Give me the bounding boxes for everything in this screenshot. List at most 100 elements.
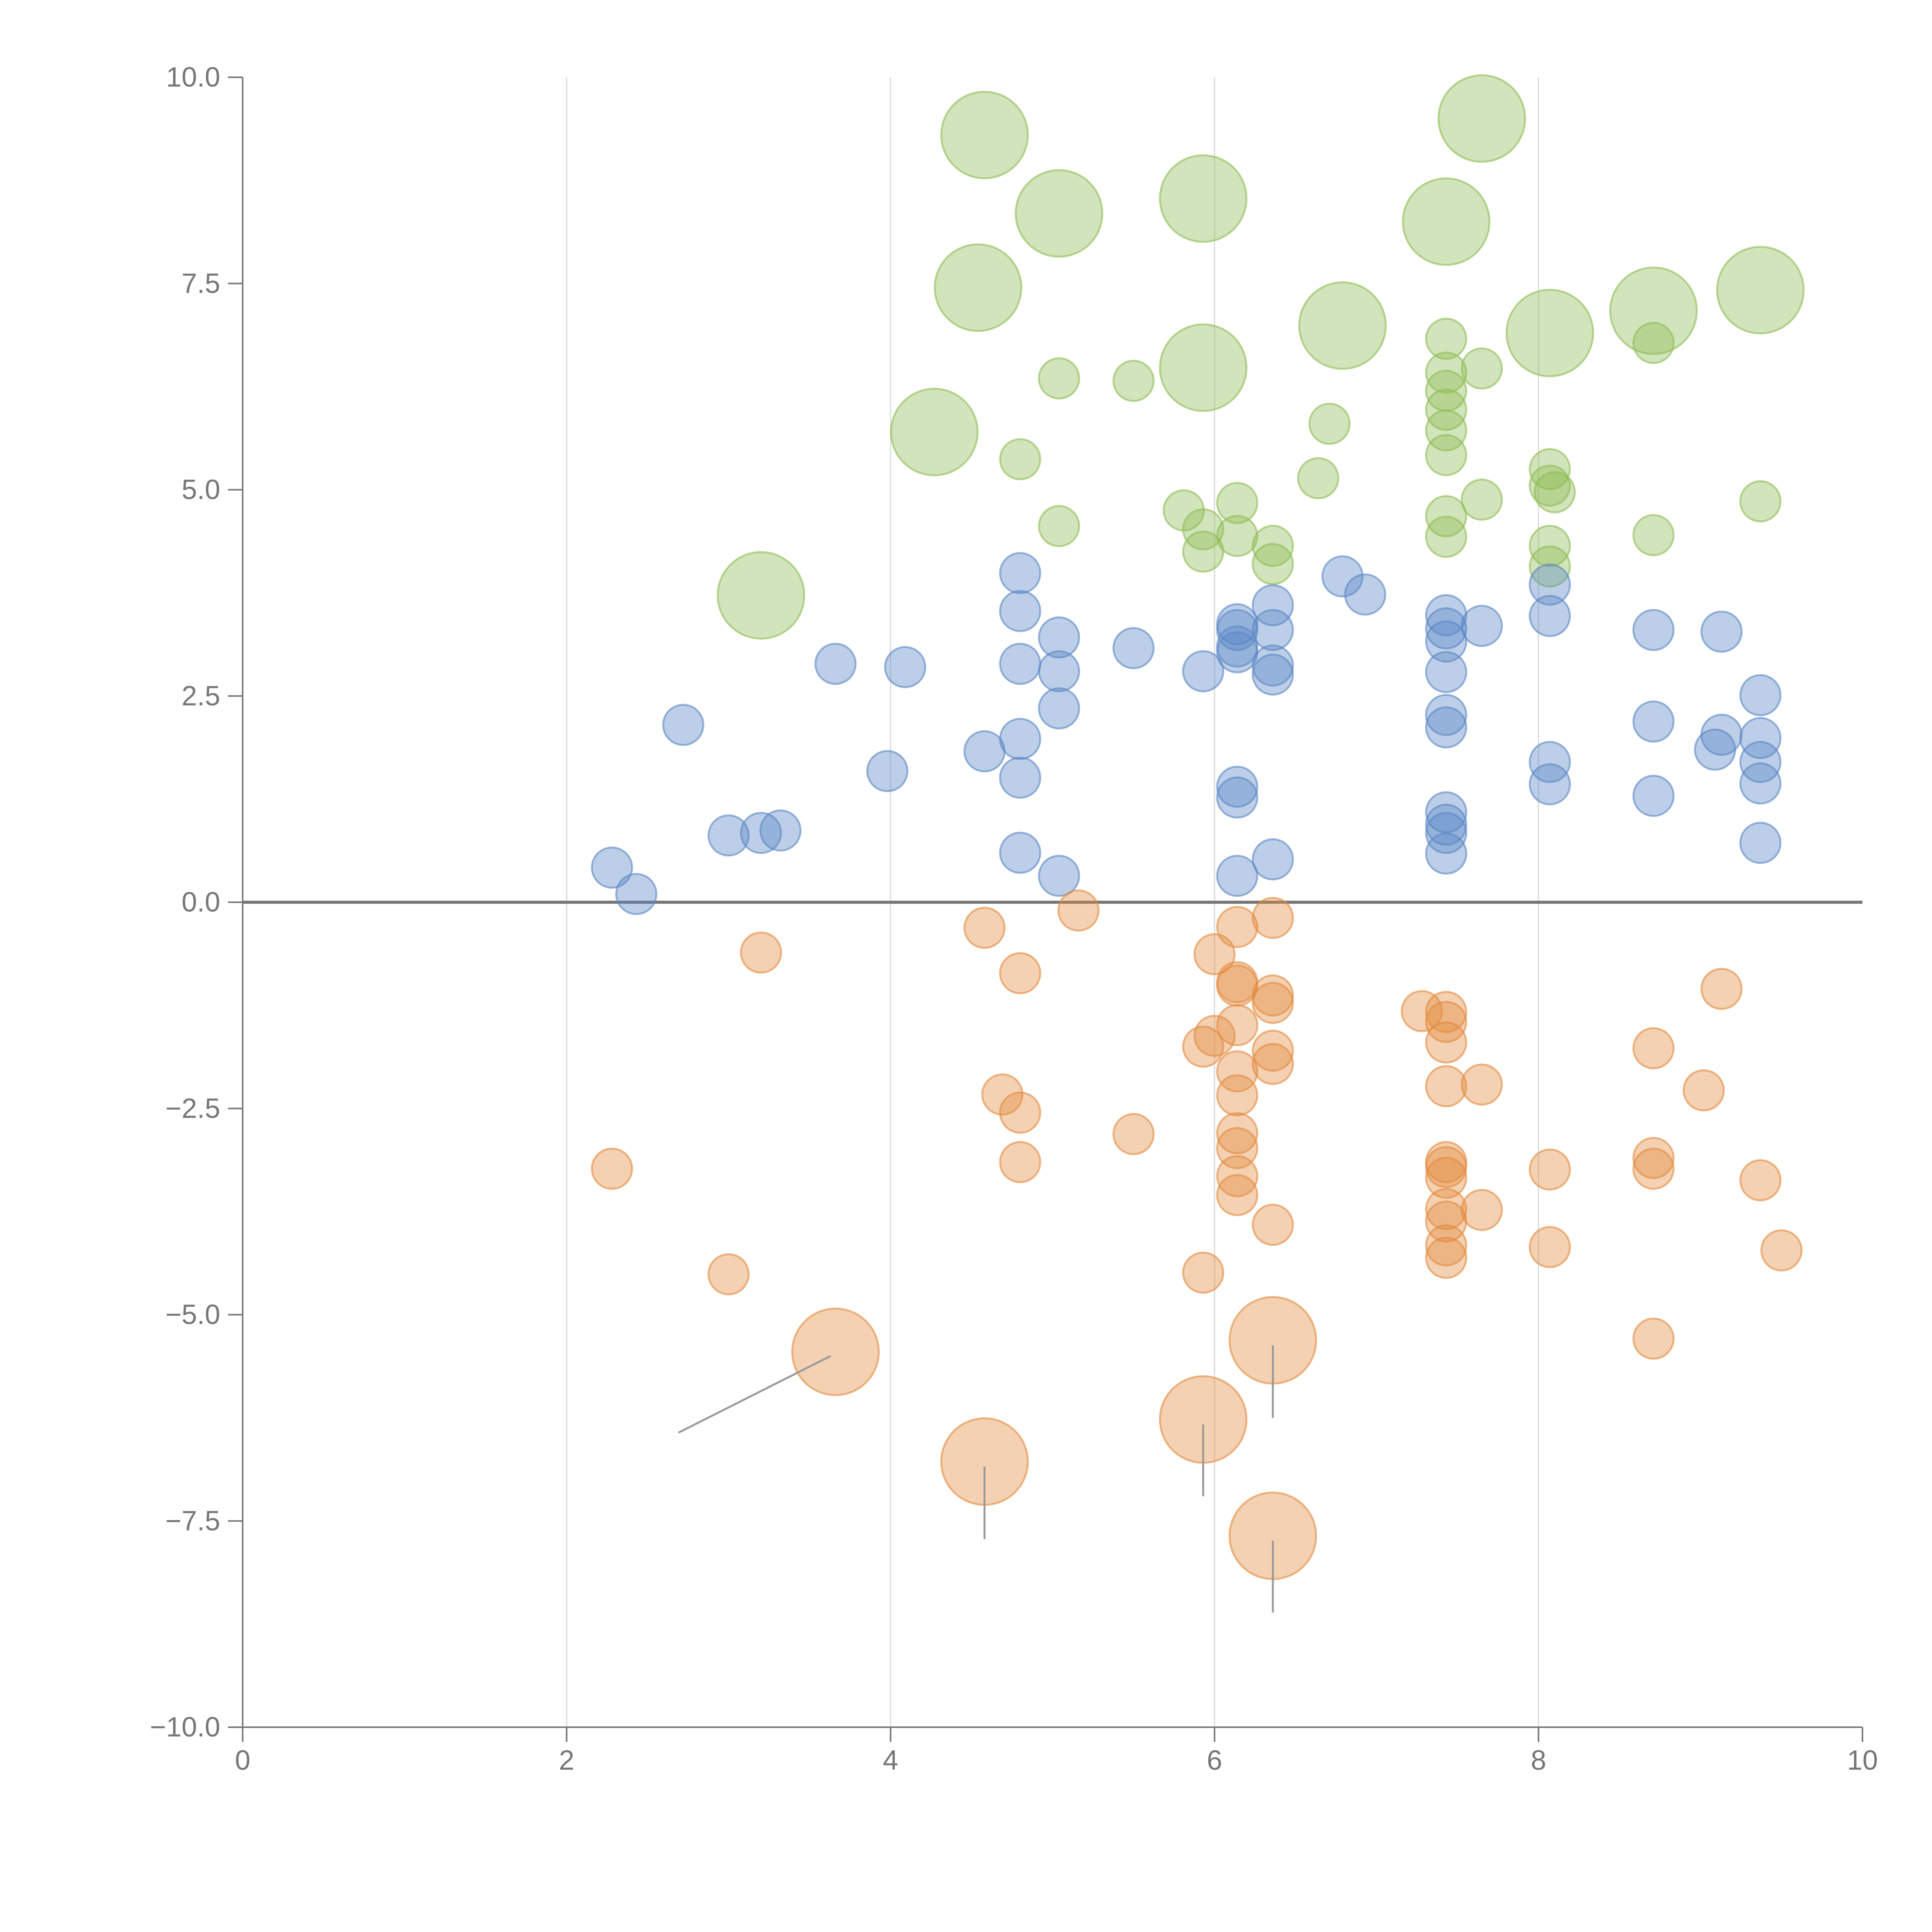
x-tick-labels: 0 2 4 6 8 10 xyxy=(235,1745,1878,1776)
orange-bubble xyxy=(963,906,1006,949)
blue-bubble xyxy=(1252,644,1294,687)
blue-bubble xyxy=(1182,650,1225,692)
blue-bubble xyxy=(1252,838,1294,881)
blue-bubble xyxy=(1216,765,1259,808)
blue-bubble xyxy=(1425,706,1468,748)
blue-bubble xyxy=(1739,741,1782,783)
orange-bubble xyxy=(1632,1317,1675,1360)
blue-bubble xyxy=(1252,609,1294,651)
green-bubble xyxy=(1252,525,1294,567)
blue-bubble xyxy=(591,846,633,889)
x-tick-label: 0 xyxy=(235,1745,250,1776)
orange-bubble xyxy=(1252,1029,1294,1072)
green-bubble xyxy=(1112,360,1155,402)
y-tick-label: −2.5 xyxy=(165,1093,220,1124)
blue-bubble xyxy=(866,750,908,793)
orange-bubble xyxy=(1252,1204,1294,1246)
orange-bubble xyxy=(981,1073,1024,1116)
green-bubble xyxy=(1298,281,1387,370)
green-bubble xyxy=(716,551,805,640)
green-bubble xyxy=(1609,266,1698,355)
blue-bubble xyxy=(707,814,750,857)
blue-bubble xyxy=(1321,555,1364,598)
x-tick-label: 2 xyxy=(559,1745,574,1776)
orange-bubble xyxy=(791,1308,880,1396)
blue-bubble xyxy=(1425,651,1468,693)
blue-bubble xyxy=(1529,595,1571,637)
orange-bubble xyxy=(1193,933,1236,976)
green-bubble xyxy=(1038,505,1080,547)
blue-bubble xyxy=(1632,700,1675,743)
blue-bubble xyxy=(1425,832,1468,875)
green-bubble xyxy=(1402,177,1491,266)
y-tick-label: 2.5 xyxy=(182,680,220,711)
green-bubble xyxy=(1461,347,1503,390)
blue-bubble xyxy=(963,730,1006,772)
orange-bubble xyxy=(1216,1050,1259,1093)
orange-bubble xyxy=(1425,1146,1468,1188)
orange-bubble xyxy=(1682,1069,1725,1112)
orange-bubble xyxy=(1216,1004,1259,1046)
green-bubble xyxy=(1252,543,1294,585)
green-bubble xyxy=(999,438,1041,481)
leader-lines-layer xyxy=(678,1345,1274,1613)
blue-bubble xyxy=(884,646,927,689)
orange-bubble xyxy=(1112,1113,1155,1155)
orange-bubble xyxy=(1760,1229,1803,1272)
blue-bubble xyxy=(1632,775,1675,817)
orange-bubble xyxy=(1216,1155,1259,1197)
orange-bubble xyxy=(1425,1156,1468,1199)
green-bubble xyxy=(1632,321,1675,364)
orange-bubble xyxy=(1401,990,1443,1032)
green-bubble xyxy=(940,90,1029,179)
orange-bubble xyxy=(1425,1236,1468,1279)
blue-bubble xyxy=(1739,674,1782,716)
orange-bubble xyxy=(999,952,1041,995)
green-bubble xyxy=(1534,471,1576,514)
orange-bubble xyxy=(1529,1148,1571,1191)
blue-bubble xyxy=(999,552,1041,594)
y-tick-label: 5.0 xyxy=(182,474,220,505)
x-tick-label: 10 xyxy=(1847,1745,1878,1776)
green-bubble xyxy=(1425,351,1468,394)
orange-bubble xyxy=(1182,1252,1225,1294)
green-bubble xyxy=(1529,545,1571,588)
blue-bubble xyxy=(999,832,1041,874)
orange-bubble xyxy=(1425,1188,1468,1230)
blue-bubble xyxy=(1344,573,1386,616)
green-bubble xyxy=(1308,403,1351,445)
green-bubble xyxy=(1425,515,1468,558)
blue-bubble xyxy=(999,757,1041,799)
blue-bubble xyxy=(1252,653,1294,696)
green-bubble xyxy=(1038,357,1080,400)
green-bubble xyxy=(1632,514,1675,556)
green-bubble xyxy=(1182,531,1225,573)
orange-bubble xyxy=(1425,1224,1468,1267)
green-bubble xyxy=(1159,323,1248,412)
orange-bubble xyxy=(1252,981,1294,1024)
blue-bubble xyxy=(1038,687,1080,730)
green-bubble xyxy=(890,388,979,476)
blue-bubble xyxy=(1739,762,1782,805)
green-bubble xyxy=(1015,169,1104,258)
orange-bubble xyxy=(1182,1026,1225,1068)
blue-bubble xyxy=(1038,616,1080,659)
blue-bubble xyxy=(1461,605,1503,647)
green-bubble xyxy=(1425,434,1468,476)
blue-bubble xyxy=(1112,627,1155,669)
orange-bubble xyxy=(1425,991,1468,1033)
green-bubble xyxy=(934,243,1022,332)
orange-bubble xyxy=(707,1253,750,1296)
blue-bubble xyxy=(662,704,704,746)
blue-bubble xyxy=(1038,650,1080,692)
green-bubble xyxy=(1159,154,1248,243)
blue-bubble xyxy=(1425,607,1468,650)
blue-bubble xyxy=(615,873,658,915)
orange-bubble xyxy=(1425,1065,1468,1107)
y-tick-label: −5.0 xyxy=(165,1299,220,1330)
blue-bubble xyxy=(1632,609,1675,651)
blue-bubble xyxy=(1529,563,1571,606)
orange-bubble xyxy=(1216,964,1259,1007)
blue-bubble xyxy=(1529,763,1571,806)
